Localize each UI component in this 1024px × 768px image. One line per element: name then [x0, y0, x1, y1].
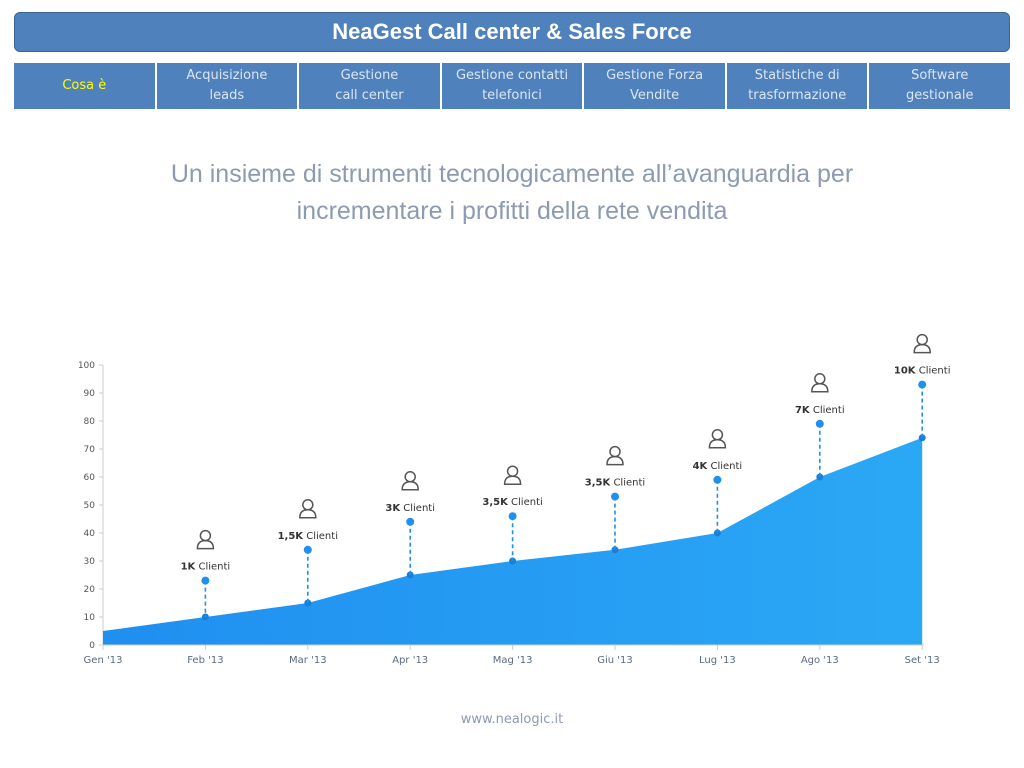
annotation-label: 1,5K Clienti	[278, 531, 338, 542]
annotation-value: 3K	[385, 503, 401, 514]
area-point	[918, 434, 926, 442]
area-point	[713, 529, 721, 537]
page-title-bar: NeaGest Call center & Sales Force	[14, 12, 1010, 52]
x-tick-label: Gen '13	[84, 655, 123, 666]
y-tick-label: 50	[84, 501, 96, 511]
annotation-unit: Clienti	[508, 497, 543, 508]
annotation-marker	[611, 492, 619, 501]
annotation-marker	[508, 512, 517, 521]
area-point	[406, 571, 414, 579]
y-tick-label: 90	[84, 389, 96, 399]
y-tick-label: 10	[84, 613, 96, 623]
annotation-unit: Clienti	[195, 562, 230, 573]
annotation-label: 4K Clienti	[693, 461, 743, 472]
user-icon	[913, 333, 931, 354]
x-tick-label: Feb '13	[187, 655, 223, 666]
x-tick-label: Mag '13	[493, 655, 533, 666]
annotation-label: 3K Clienti	[385, 503, 435, 514]
area-point	[304, 599, 312, 607]
annotation-unit: Clienti	[400, 503, 435, 514]
annotation-value: 7K	[795, 405, 811, 416]
annotation-marker	[303, 545, 312, 554]
annotation-marker	[918, 380, 927, 389]
x-tick-label: Giu '13	[597, 655, 633, 666]
user-icon	[708, 429, 727, 449]
annotation-unit: Clienti	[810, 405, 845, 416]
y-tick-label: 40	[84, 529, 96, 539]
x-tick-label: Mar '13	[289, 655, 327, 666]
area-series	[103, 437, 923, 645]
annotation-unit: Clienti	[610, 478, 645, 489]
tab-cosa-e[interactable]: Cosa è	[62, 78, 107, 93]
slide-subtitle: Un insieme di strumenti tecnologicamente…	[80, 156, 944, 230]
x-tick-label: Ago '13	[801, 655, 839, 666]
annotation-value: 4K	[693, 461, 709, 472]
user-icon	[299, 499, 317, 519]
tab-gestione-forza-vendite[interactable]: Gestione Forza Vendite	[582, 63, 725, 109]
annotation-label: 3,5K Clienti	[585, 478, 645, 489]
tab-statistiche-trasformazione[interactable]: Statistiche di trasformazione	[724, 63, 868, 109]
y-tick-label: 100	[78, 361, 95, 371]
annotation-unit: Clienti	[707, 461, 742, 472]
annotation-unit: Clienti	[916, 366, 951, 377]
annotation-value: 1K	[181, 562, 197, 573]
tab-gestione-contatti-telefonici[interactable]: Gestione contatti telefonici	[439, 63, 583, 109]
annotation-value: 1,5K	[278, 531, 305, 542]
tab-acquisizione-leads[interactable]: Acquisizione leads	[154, 63, 298, 109]
annotation-value: 10K	[894, 366, 917, 377]
page-title: NeaGest Call center & Sales Force	[332, 19, 692, 44]
tab-gestione-call-center[interactable]: Gestione call center	[297, 63, 440, 109]
area-point	[611, 546, 619, 554]
annotation-marker	[815, 419, 824, 428]
section-nav: Cosa è Acquisizione leads Gestione call …	[13, 62, 1011, 110]
x-tick-label: Set '13	[905, 655, 940, 666]
annotation-label: 7K Clienti	[795, 405, 845, 416]
clients-area-chart: 0 10 20 30 40 50 60 70 80 90 100 Gen '13 Feb '13 Mar …	[78, 333, 951, 666]
subtitle-line-2: incrementare i profitti della rete vendi…	[296, 197, 728, 225]
annotation-marker	[201, 576, 210, 585]
user-icon	[401, 471, 419, 491]
annotation-label: 3,5K Clienti	[482, 497, 542, 508]
y-tick-label: 0	[89, 641, 95, 651]
user-icon	[196, 529, 215, 550]
user-icon	[606, 445, 624, 466]
y-tick-label: 60	[84, 473, 96, 483]
user-icon	[811, 373, 829, 393]
subtitle-line-1: Un insieme di strumenti tecnologicamente…	[170, 160, 854, 188]
annotation-marker	[713, 475, 722, 484]
annotation-value: 3,5K	[585, 478, 612, 489]
annotation-marker	[406, 517, 415, 526]
y-tick-label: 80	[84, 417, 96, 427]
annotation-value: 3,5K	[482, 497, 509, 508]
area-point	[816, 473, 824, 481]
footer-url[interactable]: www.nealogic.it	[460, 712, 564, 727]
tab-software-gestionale[interactable]: Software gestionale	[867, 63, 1010, 109]
x-tick-label: Apr '13	[392, 655, 428, 666]
x-tick-label: Lug '13	[699, 655, 736, 666]
annotation-unit: Clienti	[303, 531, 338, 542]
y-tick-label: 20	[84, 585, 96, 595]
y-tick-label: 70	[84, 445, 96, 455]
y-tick-label: 30	[84, 557, 96, 567]
annotation-label: 10K Clienti	[894, 366, 951, 377]
user-icon	[503, 465, 522, 485]
annotation-label: 1K Clienti	[181, 562, 231, 573]
